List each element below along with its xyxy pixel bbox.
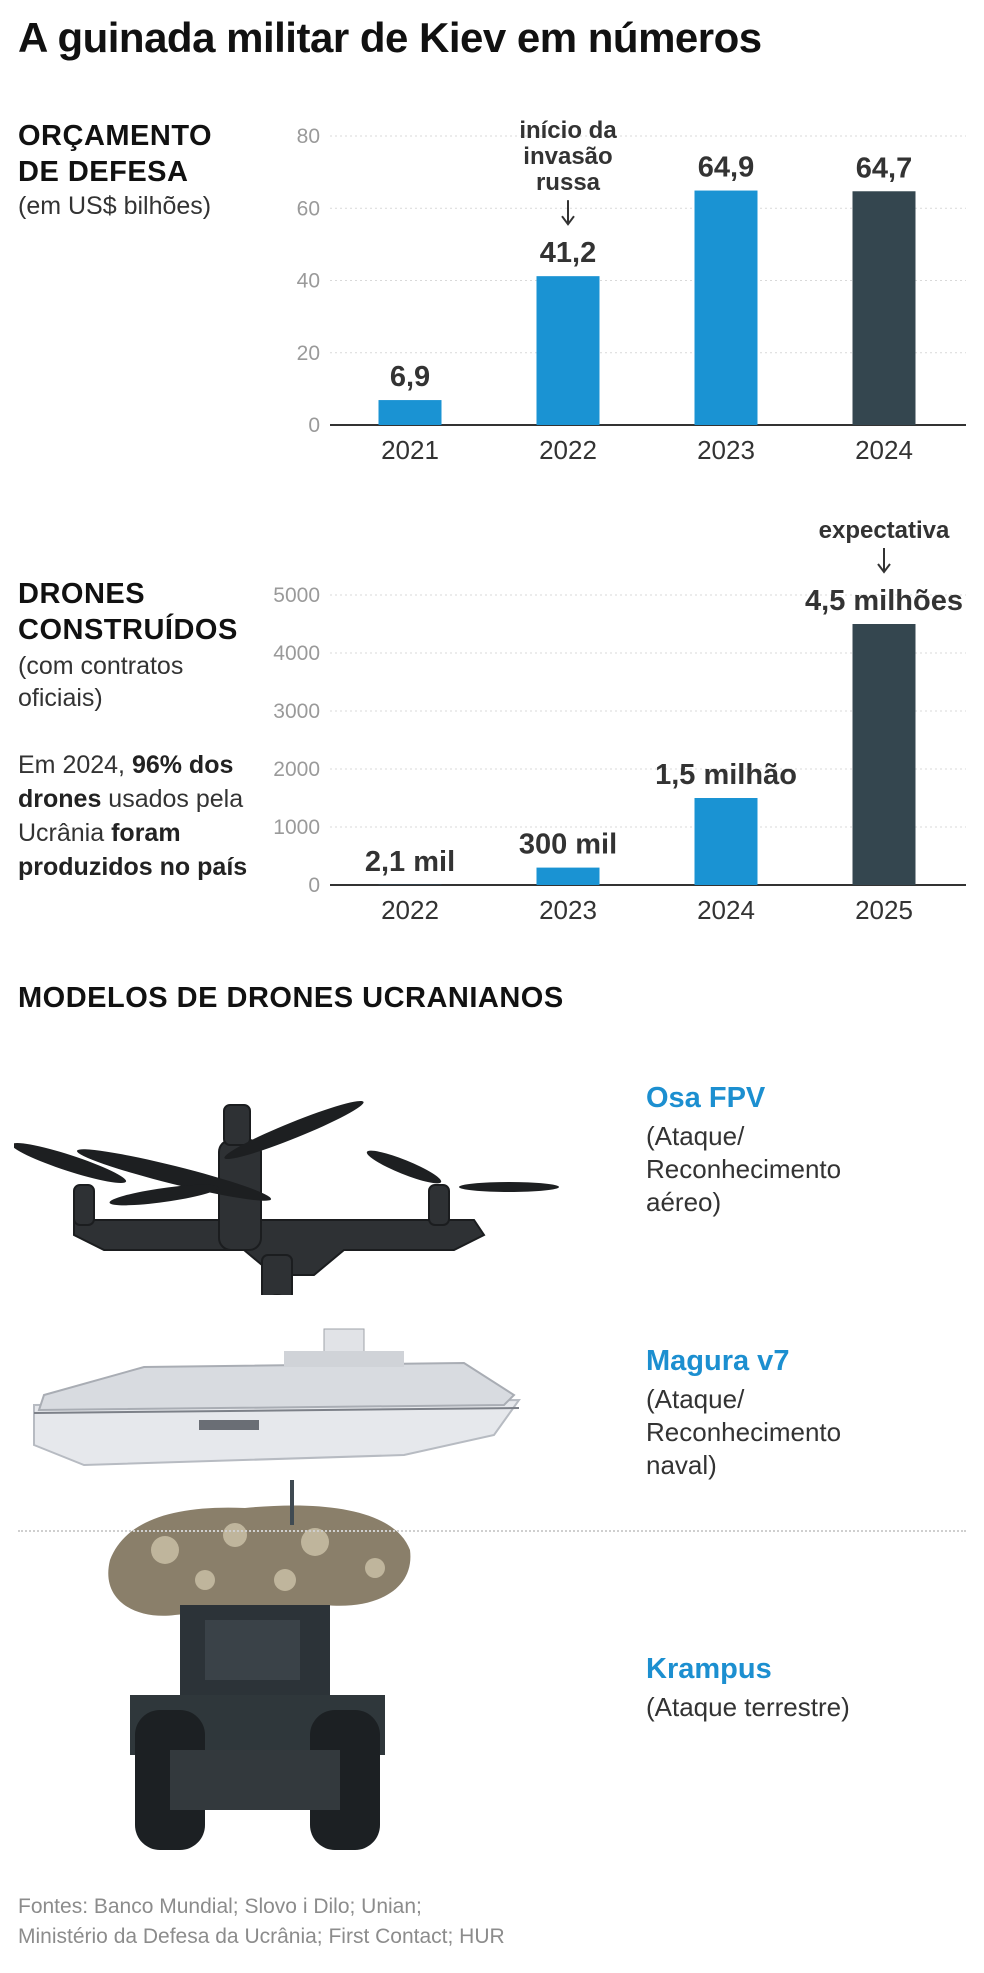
budget-value-label-2023: 64,9 (698, 152, 754, 184)
drones-value-label-2022: 2,1 mil (365, 846, 455, 878)
drones-annotation-arrowhead (877, 563, 891, 574)
budget-ytick-label: 60 (297, 197, 320, 220)
note-bold-2: foram produzidos no país (18, 819, 248, 881)
separator-line (18, 1530, 966, 1532)
budget-category-label-2023: 2023 (697, 435, 755, 465)
model-description-line: aéreo) (646, 1187, 722, 1217)
drones-value-label-2023: 300 mil (519, 829, 617, 861)
drones-category-label-2023: 2023 (539, 895, 597, 925)
drones-value-label-2024: 1,5 milhão (655, 759, 797, 791)
budget-subtitle: (em US$ bilhões) (18, 192, 212, 220)
quadcopter-drone-illustration (14, 1100, 559, 1295)
sources-line-1: Fontes: Banco Mundial; Slovo i Dilo; Uni… (18, 1895, 422, 1918)
drones-value-label-2025: 4,5 milhões (805, 585, 963, 617)
drones-bar-2025 (852, 624, 916, 885)
drones-annotation-line: expectativa (819, 517, 950, 544)
note-mid: usados pela Ucrânia (18, 785, 244, 847)
model-description-line: naval) (646, 1450, 717, 1480)
budget-bar-2023 (694, 190, 758, 425)
budget-category-label-2024: 2024 (855, 435, 913, 465)
drones-title-line1: DRONES (18, 578, 146, 610)
drones-bar-2024 (694, 798, 758, 885)
budget-bar-2024 (852, 191, 916, 425)
budget-value-label-2022: 41,2 (540, 237, 596, 269)
model-description-line: (Ataque terrestre) (646, 1692, 850, 1722)
sources: Fontes: Banco Mundial; Slovo i Dilo; Uni… (18, 1892, 918, 1952)
model-description-line: (Ataque/ (646, 1384, 745, 1414)
model-name: Krampus (646, 1653, 772, 1685)
budget-title-line2: DE DEFESA (18, 156, 189, 188)
drones-subtitle-line2: oficiais) (18, 684, 103, 712)
sources-line-2: Ministério da Defesa da Ucrânia; First C… (18, 1925, 505, 1948)
drones-category-label-2024: 2024 (697, 895, 755, 925)
ground-drone-illustration (108, 1480, 411, 1850)
budget-ytick-label: 80 (297, 125, 320, 148)
budget-ytick-label: 20 (297, 342, 320, 365)
drones-ytick-label: 4000 (273, 642, 320, 665)
budget-value-label-2021: 6,9 (390, 361, 430, 393)
drones-subtitle-line1: (com contratos (18, 652, 184, 680)
models-title: MODELOS DE DRONES UCRANIANOS (18, 982, 564, 1014)
budget-category-label-2021: 2021 (381, 435, 439, 465)
budget-bar-2022 (536, 276, 600, 425)
budget-annotation-line: russa (536, 169, 601, 196)
budget-bar-2021 (378, 400, 442, 425)
drones-ytick-label: 3000 (273, 700, 320, 723)
drones-ytick-label: 5000 (273, 584, 320, 607)
budget-value-label-2024: 64,7 (856, 152, 912, 184)
note-prefix: Em 2024, (18, 751, 132, 779)
drones-category-label-2022: 2022 (381, 895, 439, 925)
budget-category-label-2022: 2022 (539, 435, 597, 465)
naval-drone-illustration (33, 1328, 521, 1467)
model-description: (Ataque/Reconhecimento aéreo) (646, 1120, 966, 1219)
drones-ytick-label: 2000 (273, 758, 320, 781)
model-description-line: Reconhecimento (646, 1417, 842, 1447)
budget-annotation-arrowhead (561, 215, 575, 226)
model-description: (Ataque/Reconhecimento naval) (646, 1383, 966, 1482)
model-description-line: Reconhecimento (646, 1154, 842, 1184)
model-name: Osa FPV (646, 1082, 766, 1114)
model-description: (Ataque terrestre) (646, 1691, 966, 1724)
drones-bar-2023 (536, 867, 600, 885)
drones-title-line2: CONSTRUÍDOS (18, 614, 238, 646)
page-title: A guinada militar de Kiev em números (18, 14, 762, 61)
budget-annotation-line: invasão (523, 143, 612, 170)
budget-ytick-label: 40 (297, 270, 320, 293)
drones-bar-chart: 0 1000 2000 3000 4000 5000 2,1 mil 2022 300 mil 2… (273, 517, 966, 925)
note-bold-1: 96% dos drones (18, 751, 234, 813)
drones-ytick-label: 0 (308, 874, 320, 897)
model-description-line: (Ataque/ (646, 1121, 745, 1151)
budget-annotation-line: início da (519, 117, 617, 144)
budget-ytick-label: 0 (308, 414, 320, 437)
drones-ytick-label: 1000 (273, 816, 320, 839)
drones-note: Em 2024, 96% dos drones usados pela Ucrâ… (18, 748, 258, 884)
budget-bar-chart: 0 20 40 60 80 6,9 2021 41,2 2022 início dainvasão… (297, 117, 966, 465)
drones-category-label-2025: 2025 (855, 895, 913, 925)
model-name: Magura v7 (646, 1345, 790, 1377)
budget-title-line1: ORÇAMENTO (18, 120, 213, 152)
